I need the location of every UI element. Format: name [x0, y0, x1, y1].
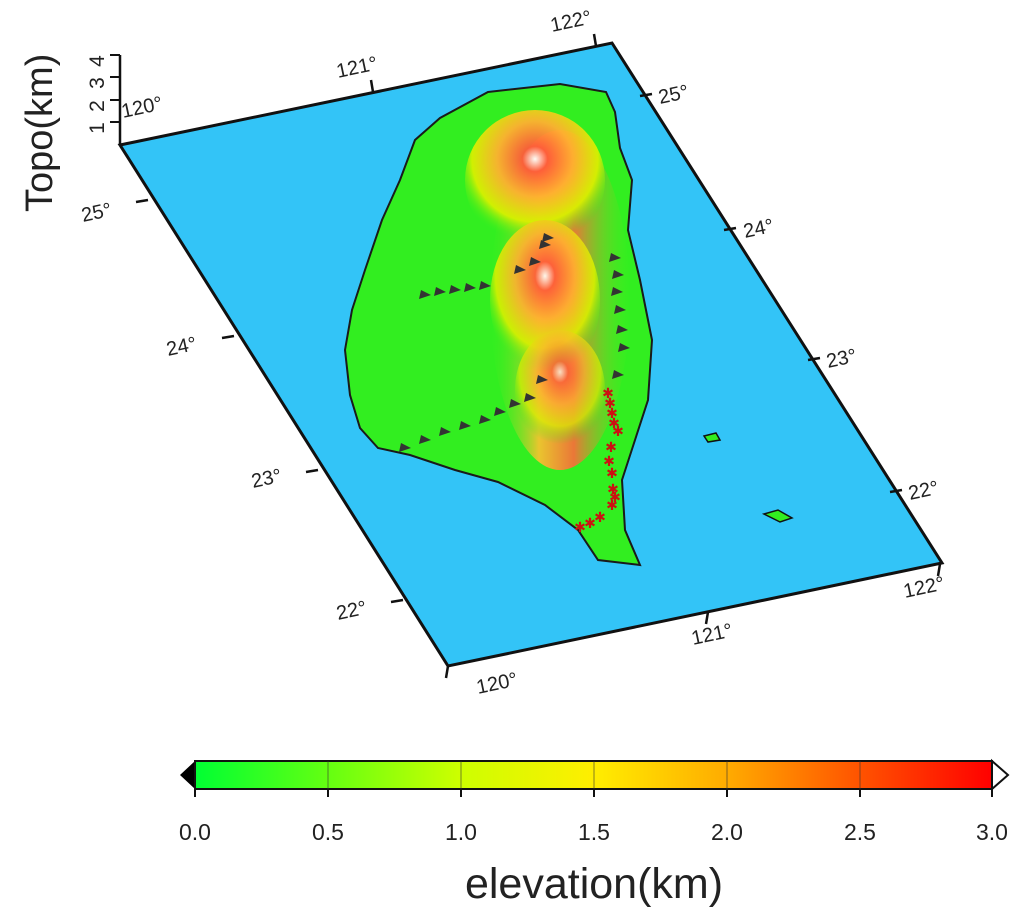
station-triangle — [529, 257, 541, 266]
z-tick-label: 2 — [86, 100, 109, 112]
red-star: ✱ — [606, 498, 618, 514]
station-triangle — [464, 283, 476, 292]
colorbar-high-triangle — [991, 758, 1010, 792]
z-tick-label: 3 — [86, 77, 109, 89]
colorbar-low-triangle — [180, 761, 195, 789]
red-star: ✱ — [604, 396, 616, 412]
lat-label-right: 22° — [906, 477, 940, 505]
red-star: ✱ — [603, 454, 615, 470]
colorbar-title: elevation(km) — [465, 860, 723, 908]
station-triangle — [612, 370, 624, 379]
station-triangle — [612, 270, 624, 279]
red-star: ✱ — [605, 440, 617, 456]
red-star: ✱ — [574, 520, 586, 536]
station-triangle — [449, 285, 461, 294]
station-triangle — [479, 415, 491, 424]
colorbar-tick-label: 2.5 — [844, 819, 876, 845]
station-triangle — [542, 233, 554, 242]
station-triangle — [539, 240, 551, 249]
green-island — [702, 432, 722, 443]
colorbar-tick-label: 1.0 — [445, 819, 477, 845]
red-star: ✱ — [607, 482, 619, 498]
z-axis-title: Topo(km) — [19, 54, 61, 212]
station-triangle — [509, 399, 521, 408]
station-triangle — [609, 253, 621, 262]
red-star: ✱ — [602, 386, 614, 402]
z-tick-label: 4 — [86, 55, 109, 67]
station-triangle — [479, 281, 491, 290]
station-triangle — [611, 287, 623, 296]
colorbar-tick-label: 0.5 — [312, 819, 344, 845]
station-triangle — [419, 290, 431, 299]
lat-label-left: 22° — [334, 597, 368, 625]
red-star: ✱ — [612, 424, 624, 440]
lat-label-left: 24° — [164, 333, 198, 361]
orchid-island — [761, 509, 794, 523]
station-triangle — [618, 343, 630, 352]
lon-label-near: 120° — [474, 669, 519, 699]
station-triangle — [459, 421, 471, 430]
z-axis: 1 2 3 4 Topo(km) — [19, 54, 122, 212]
red-star: ✱ — [594, 510, 606, 526]
frame-ticks — [135, 33, 942, 679]
station-triangle — [616, 325, 628, 334]
red-star: ✱ — [608, 416, 620, 432]
taiwan-island — [343, 82, 794, 567]
station-triangle — [434, 287, 446, 296]
station-triangle — [494, 407, 506, 416]
colorbar-tick-label: 0.0 — [179, 819, 211, 845]
station-triangle — [439, 427, 451, 436]
lon-label-near: 122° — [901, 573, 946, 603]
station-triangle — [524, 393, 536, 402]
lat-label-left: 23° — [249, 465, 283, 493]
z-tick-label: 1 — [86, 122, 109, 134]
peak-north — [465, 110, 605, 250]
station-triangle — [536, 375, 548, 384]
red-star: ✱ — [606, 406, 618, 422]
lon-label-far: 120° — [119, 93, 164, 123]
lon-label-near: 121° — [689, 620, 734, 650]
lat-label-left: 25° — [79, 199, 113, 227]
red-star: ✱ — [584, 516, 596, 532]
red-star: ✱ — [609, 490, 621, 506]
station-triangle — [419, 435, 431, 444]
colorbar-tick-label: 3.0 — [976, 819, 1008, 845]
peak-south — [515, 330, 605, 450]
station-markers — [399, 233, 630, 452]
lon-label-far: 122° — [548, 7, 593, 37]
lat-label-right: 23° — [824, 345, 858, 373]
colorbar-tick-label: 2.0 — [711, 819, 743, 845]
station-triangle — [614, 305, 626, 314]
colorbar: 0.0 0.5 1.0 1.5 2.0 2.5 3.0 elevation(km… — [179, 758, 1010, 908]
lat-label-right: 24° — [741, 215, 775, 243]
lon-label-far: 121° — [334, 53, 379, 83]
red-star-markers: ✱✱✱✱✱✱✱✱✱✱✱✱✱✱ — [574, 386, 624, 536]
lat-label-right: 25° — [656, 81, 690, 109]
red-star: ✱ — [606, 466, 618, 482]
station-triangle — [399, 443, 411, 452]
colorbar-tick-label: 1.5 — [578, 819, 610, 845]
station-triangle — [514, 265, 526, 274]
